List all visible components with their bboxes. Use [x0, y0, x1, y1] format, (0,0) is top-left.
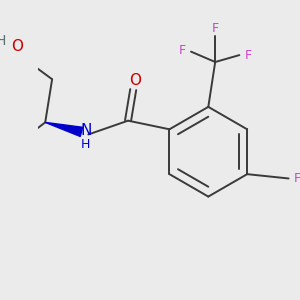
Text: H: H [81, 138, 91, 151]
Text: H: H [0, 34, 5, 48]
Text: N: N [80, 123, 92, 138]
Text: F: F [179, 44, 186, 57]
Polygon shape [45, 122, 83, 136]
Text: F: F [212, 22, 219, 35]
Text: O: O [12, 39, 24, 54]
Text: F: F [244, 50, 251, 62]
Text: O: O [129, 73, 141, 88]
Text: F: F [294, 172, 300, 185]
